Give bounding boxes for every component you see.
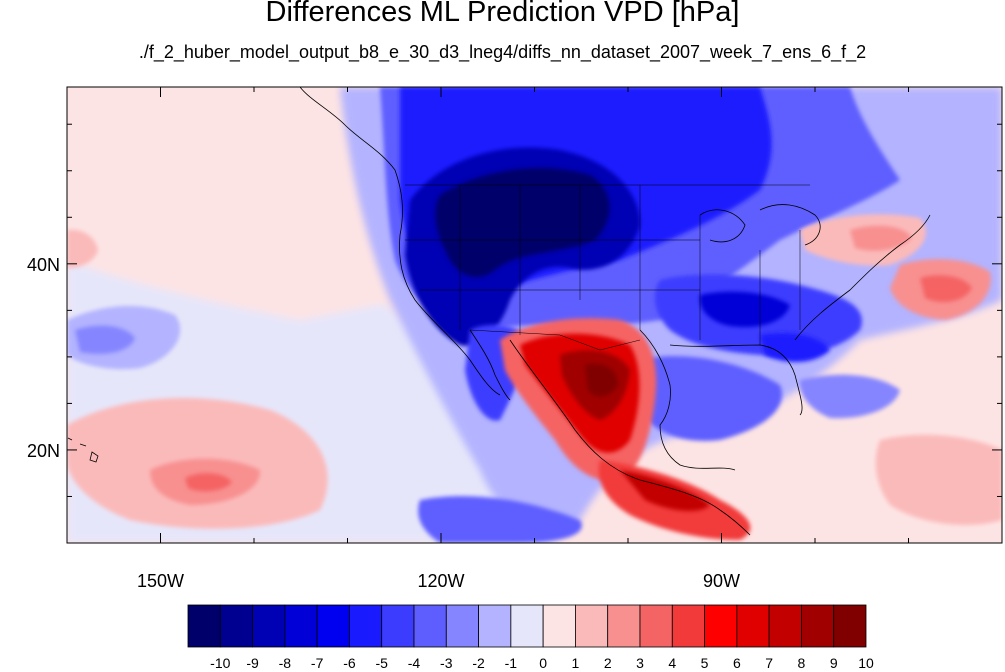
colorbar-swatch: [381, 604, 415, 648]
lon-tick-label: 90W: [703, 571, 740, 591]
mexico-west-coast-line: [509, 339, 751, 536]
pacific-negative-core: [75, 325, 135, 354]
colorbar-swatch: [704, 604, 738, 648]
gulf-negative-anomaly: [640, 356, 782, 441]
caribbean-positive-anomaly: [875, 434, 1002, 525]
pacific-light-positive: [67, 100, 400, 320]
colorbar-label: 0: [539, 655, 547, 671]
colorbar-swatch: [478, 604, 512, 648]
northwest-strong-negative-anomaly: [435, 167, 610, 278]
southeast-negative-core: [699, 291, 790, 328]
colorbar-swatch: [542, 604, 576, 648]
colorbar-swatch: [801, 604, 835, 648]
colorbar-label: 1: [572, 655, 580, 671]
colorbar-swatch: [736, 604, 770, 648]
colorbar-label: 3: [636, 655, 644, 671]
hawaii-island-1: [67, 437, 73, 441]
colorbar-swatch: [252, 604, 286, 648]
lon-tick-label: 150W: [137, 571, 184, 591]
northeast-positive-core: [850, 225, 912, 251]
colorbar-swatch: [639, 604, 673, 648]
pacific-positive-peak: [185, 473, 232, 492]
colorbar-label: -6: [343, 655, 356, 671]
colorbar-label: -5: [375, 655, 388, 671]
atlantic-positive-core: [920, 275, 972, 303]
colorbar-label: -2: [472, 655, 485, 671]
colorbar-label: 2: [604, 655, 612, 671]
colorbar-label: 5: [701, 655, 709, 671]
lat-tick-label: 20N: [27, 441, 60, 461]
colorbar-label: -1: [505, 655, 518, 671]
political-borders: [405, 184, 810, 351]
colorbar-swatch: [510, 604, 544, 648]
colorbar-swatch: [833, 604, 867, 648]
lat-tick-label: 40N: [27, 255, 60, 275]
colorbar-swatch: [316, 604, 350, 648]
tropical-negative-anomaly: [418, 496, 582, 543]
colorbar-label: 8: [798, 655, 806, 671]
west-coast-line: [299, 87, 501, 396]
colorbar-swatch: [575, 604, 609, 648]
colorbar-swatch: [284, 604, 318, 648]
colorbar-swatch: [445, 604, 479, 648]
gulf-coast-negative: [760, 333, 830, 362]
state-lines-3: [699, 215, 801, 345]
colorbar-swatch: [413, 604, 447, 648]
atlantic-negative-anomaly: [799, 374, 900, 419]
great-lakes-line: [759, 204, 821, 246]
colorbar-label: 10: [858, 655, 874, 671]
coastlines: [299, 87, 931, 536]
hawaii-island-3: [89, 451, 99, 463]
colorbar-label: 7: [765, 655, 773, 671]
colorbar-label: -9: [246, 655, 259, 671]
anomaly-field: [67, 87, 1002, 543]
colorbar-swatch: [349, 604, 383, 648]
lake-michigan-line: [699, 209, 746, 243]
colorbar-label: 6: [733, 655, 741, 671]
gulf-coast-line: [639, 329, 736, 471]
map-subtitle: ./f_2_huber_model_output_b8_e_30_d3_lneg…: [138, 42, 867, 62]
lon-tick-label: 120W: [417, 571, 464, 591]
axis-tick-labels: 150W 120W 90W 40N 20N: [27, 255, 740, 591]
colorbar: [187, 604, 867, 648]
hawaii-islands: [67, 437, 99, 463]
east-coast-line: [794, 214, 931, 341]
colorbar-swatch: [671, 604, 705, 648]
colorbar-label: 9: [830, 655, 838, 671]
colorbar-labels: -10 -9 -8 -7 -6 -5 -4 -3 -2 -1 0 1 2 3 4 5 6 7 8 9 10: [210, 655, 874, 671]
colorbar-swatch: [768, 604, 802, 648]
colorbar-label: 4: [668, 655, 676, 671]
axis-ticks: [67, 87, 1002, 543]
florida-coast-line: [669, 344, 803, 416]
colorbar-swatch: [187, 604, 221, 648]
colorbar-label: -4: [408, 655, 421, 671]
mexico-positive-peak: [585, 363, 618, 397]
map-title: Differences ML Prediction VPD [hPa]: [265, 0, 740, 28]
colorbar-label: -3: [440, 655, 453, 671]
colorbar-swatch: [607, 604, 641, 648]
state-lines-2: [405, 239, 700, 291]
hawaii-island-2: [79, 443, 87, 447]
colorbar-label: -8: [279, 655, 292, 671]
colorbar-swatch: [219, 604, 253, 648]
pacific-coast-positive: [67, 229, 98, 268]
baja-coast-line: [469, 329, 511, 401]
colorbar-label: -10: [210, 655, 230, 671]
colorbar-label: -7: [311, 655, 324, 671]
us-mexico-border: [469, 329, 641, 351]
state-lines-1: [459, 185, 641, 335]
